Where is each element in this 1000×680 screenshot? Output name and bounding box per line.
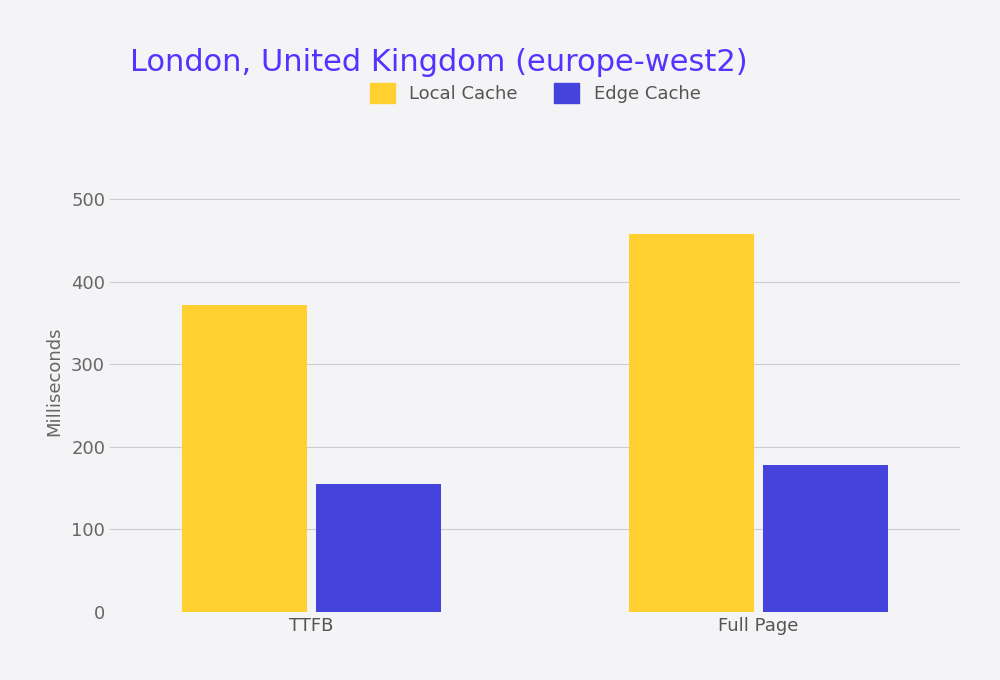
Bar xyxy=(182,305,307,612)
Text: London, United Kingdom (europe-west2): London, United Kingdom (europe-west2) xyxy=(130,48,748,77)
Bar xyxy=(629,234,754,612)
Y-axis label: Milliseconds: Milliseconds xyxy=(45,326,63,436)
Bar xyxy=(763,465,888,612)
Bar xyxy=(316,484,441,612)
Legend: Local Cache, Edge Cache: Local Cache, Edge Cache xyxy=(362,75,708,111)
